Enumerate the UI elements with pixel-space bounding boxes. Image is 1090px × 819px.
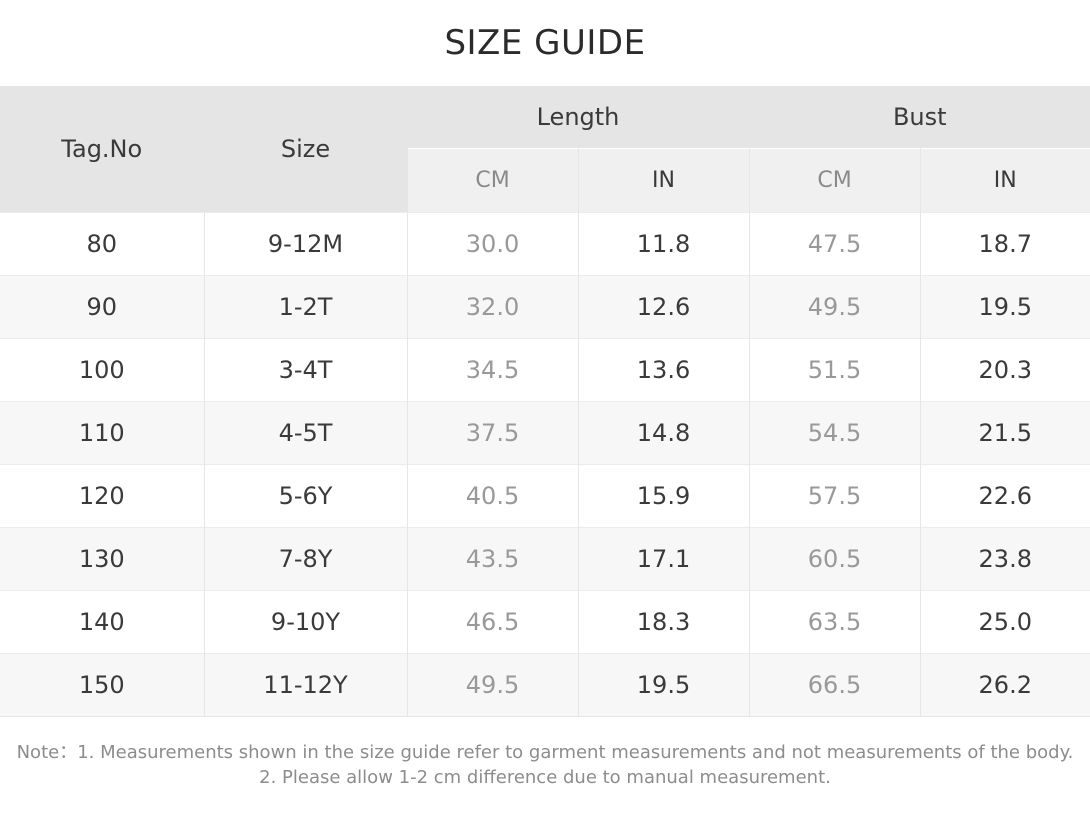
header-tag-no: Tag.No <box>0 86 205 213</box>
cell-bust-in: 21.5 <box>920 401 1090 465</box>
cell-tag: 110 <box>0 401 205 465</box>
cell-bust-in: 26.2 <box>920 653 1090 717</box>
table-row: 100 3-4T 34.5 13.6 51.5 20.3 <box>0 338 1090 402</box>
note-line-1: Note：1. Measurements shown in the size g… <box>16 742 1074 763</box>
cell-tag: 150 <box>0 653 205 717</box>
table-row: 90 1-2T 32.0 12.6 49.5 19.5 <box>0 275 1090 339</box>
page-title: SIZE GUIDE <box>444 23 646 63</box>
table-row: 110 4-5T 37.5 14.8 54.5 21.5 <box>0 401 1090 465</box>
cell-bust-in: 19.5 <box>920 275 1090 339</box>
header-length-cm: CM <box>407 148 579 213</box>
cell-bust-in: 18.7 <box>920 212 1090 276</box>
cell-tag: 80 <box>0 212 205 276</box>
header-bust-cm: CM <box>749 148 921 213</box>
cell-size: 11-12Y <box>204 653 408 717</box>
cell-length-in: 15.9 <box>578 464 750 528</box>
cell-length-in: 18.3 <box>578 590 750 654</box>
cell-length-in: 11.8 <box>578 212 750 276</box>
cell-bust-cm: 63.5 <box>749 590 921 654</box>
cell-tag: 120 <box>0 464 205 528</box>
cell-bust-in: 20.3 <box>920 338 1090 402</box>
cell-size: 4-5T <box>204 401 408 465</box>
cell-length-cm: 49.5 <box>407 653 579 717</box>
header-bust-in: IN <box>920 148 1090 213</box>
cell-length-in: 19.5 <box>578 653 750 717</box>
header-length: Length <box>407 86 750 149</box>
cell-tag: 130 <box>0 527 205 591</box>
header-size: Size <box>204 86 408 213</box>
cell-length-cm: 32.0 <box>407 275 579 339</box>
cell-size: 5-6Y <box>204 464 408 528</box>
cell-bust-in: 22.6 <box>920 464 1090 528</box>
cell-length-cm: 37.5 <box>407 401 579 465</box>
cell-length-in: 13.6 <box>578 338 750 402</box>
cell-tag: 100 <box>0 338 205 402</box>
cell-bust-in: 25.0 <box>920 590 1090 654</box>
cell-size: 9-12M <box>204 212 408 276</box>
cell-bust-cm: 66.5 <box>749 653 921 717</box>
cell-length-in: 14.8 <box>578 401 750 465</box>
notes: Note：1. Measurements shown in the size g… <box>0 740 1090 790</box>
size-table: Tag.No Size Length Bust CM IN CM IN 80 9-… <box>0 86 1090 717</box>
cell-bust-cm: 47.5 <box>749 212 921 276</box>
cell-length-in: 12.6 <box>578 275 750 339</box>
cell-length-cm: 43.5 <box>407 527 579 591</box>
table-body: 80 9-12M 30.0 11.8 47.5 18.7 90 1-2T 32.0 12.6 49.… <box>0 212 1090 717</box>
cell-size: 1-2T <box>204 275 408 339</box>
note-line-2: 2. Please allow 1-2 cm difference due to… <box>259 767 831 788</box>
cell-bust-cm: 49.5 <box>749 275 921 339</box>
table-row: 120 5-6Y 40.5 15.9 57.5 22.6 <box>0 464 1090 528</box>
table-row: 140 9-10Y 46.5 18.3 63.5 25.0 <box>0 590 1090 654</box>
cell-tag: 140 <box>0 590 205 654</box>
cell-bust-cm: 57.5 <box>749 464 921 528</box>
cell-length-cm: 34.5 <box>407 338 579 402</box>
cell-size: 9-10Y <box>204 590 408 654</box>
cell-bust-cm: 60.5 <box>749 527 921 591</box>
cell-tag: 90 <box>0 275 205 339</box>
cell-size: 7-8Y <box>204 527 408 591</box>
header-row-units: CM IN CM IN <box>0 148 1090 213</box>
header-bust: Bust <box>749 86 1090 149</box>
table-row: 150 11-12Y 49.5 19.5 66.5 26.2 <box>0 653 1090 717</box>
cell-length-in: 17.1 <box>578 527 750 591</box>
header-row-main: Tag.No Size Length Bust <box>0 86 1090 213</box>
header-length-in: IN <box>578 148 750 213</box>
cell-length-cm: 30.0 <box>407 212 579 276</box>
cell-length-cm: 40.5 <box>407 464 579 528</box>
cell-bust-cm: 51.5 <box>749 338 921 402</box>
cell-bust-cm: 54.5 <box>749 401 921 465</box>
cell-bust-in: 23.8 <box>920 527 1090 591</box>
table-row: 80 9-12M 30.0 11.8 47.5 18.7 <box>0 212 1090 276</box>
cell-size: 3-4T <box>204 338 408 402</box>
cell-length-cm: 46.5 <box>407 590 579 654</box>
table-row: 130 7-8Y 43.5 17.1 60.5 23.8 <box>0 527 1090 591</box>
